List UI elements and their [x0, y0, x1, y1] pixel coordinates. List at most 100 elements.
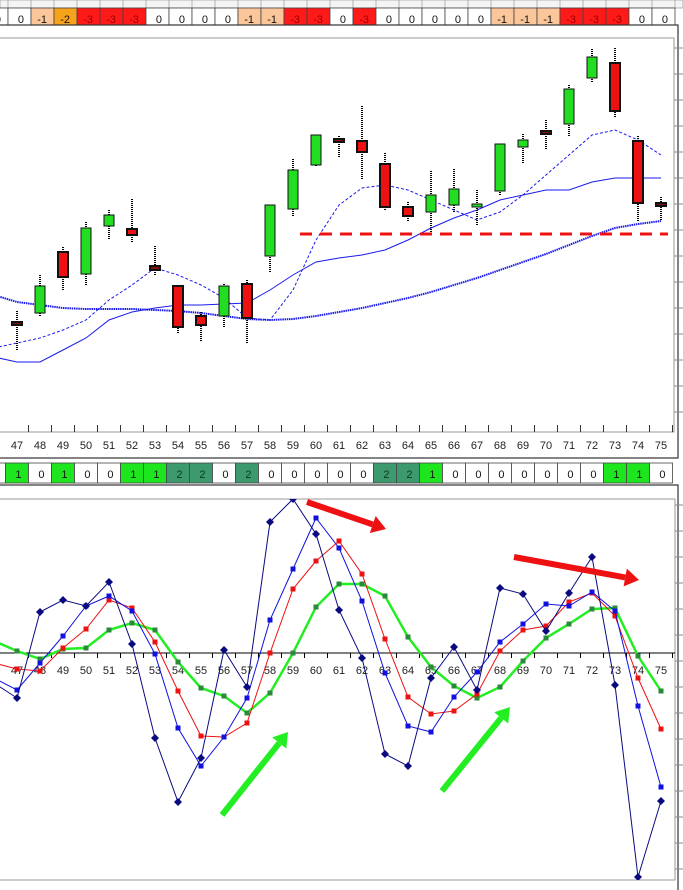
data-point: [313, 515, 319, 521]
data-point: [220, 646, 228, 654]
signal-cell-value: 1: [636, 469, 642, 481]
data-point: [290, 650, 296, 656]
candle: [34, 275, 46, 316]
candle-body: [11, 321, 23, 326]
candle-body: [333, 138, 345, 143]
signal-cell-value: 0: [222, 469, 228, 481]
data-point: [405, 694, 411, 700]
signal-cell-value: -3: [83, 14, 93, 26]
candle: [586, 49, 598, 83]
data-point: [566, 603, 572, 609]
signal-cell-value: 0: [432, 14, 438, 26]
candle: [540, 120, 552, 150]
data-point: [474, 695, 480, 701]
series-line: [0, 582, 663, 715]
candle: [609, 48, 621, 117]
data-point: [243, 683, 251, 691]
data-point: [428, 729, 434, 735]
candle-body: [471, 203, 483, 208]
data-point: [635, 703, 641, 709]
data-point: [473, 686, 481, 694]
signal-cell-value: -3: [566, 14, 576, 26]
signal-cell-value: -3: [612, 14, 622, 26]
data-point: [405, 634, 411, 640]
candle: [103, 210, 115, 240]
data-point: [543, 601, 549, 607]
data-point: [450, 643, 458, 651]
data-point: [497, 639, 503, 645]
data-point: [658, 784, 664, 790]
data-point: [221, 693, 227, 699]
data-point: [542, 627, 550, 635]
candle: [287, 159, 299, 216]
trend-arrows: [219, 499, 639, 817]
trend-arrow: [513, 554, 639, 587]
signal-cell-value: -3: [359, 14, 369, 26]
trend-arrow: [439, 707, 510, 793]
x-tick-label: 69: [517, 440, 529, 452]
data-point: [60, 645, 66, 651]
x-tick-label: 68: [494, 440, 506, 452]
arrow-head: [623, 568, 639, 587]
oscillator-series: [0, 499, 665, 880]
candle-body: [632, 140, 644, 204]
data-point: [451, 694, 457, 700]
data-point: [451, 708, 457, 714]
data-point: [198, 733, 204, 739]
signal-cell-value: 0: [544, 469, 550, 481]
signal-cell-value: 0: [478, 14, 484, 26]
x-tick-label: 65: [425, 440, 437, 452]
data-point: [359, 571, 365, 577]
candle-body: [103, 214, 115, 227]
candle: [517, 134, 529, 164]
x-tick-label: 58: [264, 440, 276, 452]
data-point: [428, 664, 434, 670]
candle: [632, 136, 644, 222]
data-point: [404, 762, 412, 770]
data-point: [106, 593, 112, 599]
x-tick-label: 75: [655, 440, 667, 452]
candle: [218, 284, 230, 328]
signal-cell-value: 2: [176, 469, 182, 481]
moving-average-thick: [0, 220, 662, 322]
x-tick-label: 69: [517, 665, 529, 677]
data-point: [129, 620, 135, 626]
data-point: [451, 683, 457, 689]
signal-cell-value: -3: [129, 14, 139, 26]
signal-cell-value: 0: [225, 14, 231, 26]
data-point: [175, 725, 181, 731]
x-tick-label: 47: [11, 440, 23, 452]
candle-body: [172, 285, 184, 328]
x-tick-label: 71: [563, 665, 575, 677]
signal-cell-value: 0: [662, 14, 668, 26]
price-panel: 47 48 49 50 51 52 53 54 55 56 57 58 59 60 61 62 63 64 65 66…: [0, 24, 683, 459]
moving-average-dashed: [0, 129, 662, 348]
signal-cell: [0, 462, 6, 484]
x-tick-label: 60: [310, 440, 322, 452]
data-point: [313, 604, 319, 610]
signal-cell-value: 0: [521, 469, 527, 481]
signal-cell-value: 0: [314, 469, 320, 481]
data-point: [105, 578, 113, 586]
signal-cell-value: 0: [337, 469, 343, 481]
signal-row-top: 0 0 -1 -2 -3 -3 -3 0 0 0 0 -1 -1 -3 -3 0 -3 0 0 0 0 0 -1 -1 -1 -3…: [0, 0, 683, 29]
data-point: [611, 681, 619, 689]
x-tick-label: 70: [540, 440, 552, 452]
signal-cell-value: 1: [15, 469, 21, 481]
data-point: [36, 608, 44, 616]
signal-cell-value: 2: [245, 469, 251, 481]
data-point: [128, 640, 136, 648]
data-point: [405, 723, 411, 729]
x-tick-label: 71: [563, 440, 575, 452]
signal-cell-value: 2: [199, 469, 205, 481]
data-point: [657, 797, 665, 805]
candle-body: [609, 62, 621, 112]
candle: [241, 280, 253, 343]
candle-body: [57, 251, 69, 278]
oscillator-plot-area: [0, 498, 676, 881]
signal-cell-value: -2: [60, 14, 70, 26]
data-point: [175, 659, 181, 665]
signal-cell-value: -3: [313, 14, 323, 26]
signal-cell-value: 0: [18, 14, 24, 26]
candle-body: [126, 228, 138, 236]
